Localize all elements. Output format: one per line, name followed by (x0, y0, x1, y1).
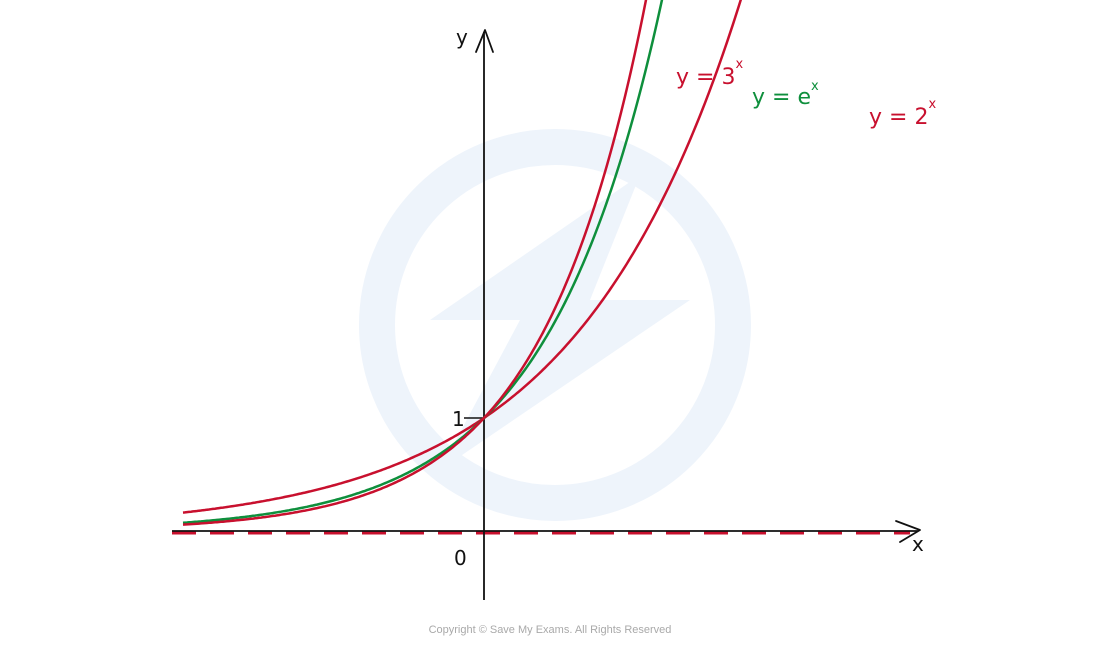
curve-three-x (182, 0, 648, 526)
copyright-notice: Copyright © Save My Exams. All Rights Re… (428, 624, 672, 636)
label-three-x: y = 3x (676, 57, 743, 90)
x-axis-label: x (912, 532, 924, 556)
curve-two-x (182, 0, 743, 514)
y-axis (475, 29, 494, 600)
origin-label: 0 (454, 546, 467, 570)
y-intercept-label: 1 (452, 407, 465, 431)
x-axis (172, 520, 921, 543)
label-e-x: y = ex (752, 79, 819, 110)
label-two-x: y = 2x (869, 97, 936, 130)
save-my-exams-logo-icon (359, 129, 751, 521)
y-axis-label: y (456, 25, 468, 49)
